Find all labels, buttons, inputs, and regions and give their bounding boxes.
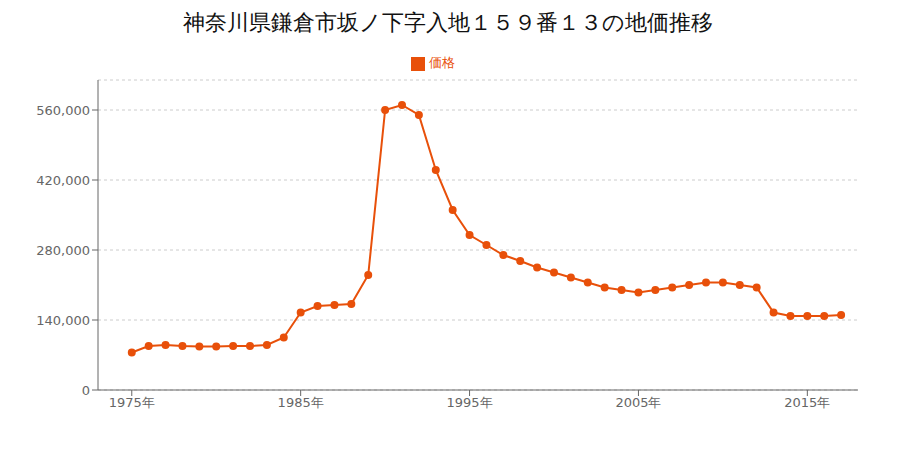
svg-text:1975年: 1975年 — [109, 395, 155, 410]
svg-text:1985年: 1985年 — [278, 395, 324, 410]
svg-text:2005年: 2005年 — [615, 395, 661, 410]
svg-text:1995年: 1995年 — [447, 395, 493, 410]
svg-text:560,000: 560,000 — [36, 103, 90, 118]
svg-text:420,000: 420,000 — [36, 173, 90, 188]
html-text:価格: 価格 — [429, 55, 455, 70]
svg-text:280,000: 280,000 — [36, 243, 90, 258]
html-text:神奈川県鎌倉市坂ノ下字入地１５９番１３の地価推移: 神奈川県鎌倉市坂ノ下字入地１５９番１３の地価推移 — [183, 10, 713, 35]
svg-text:2015年: 2015年 — [784, 395, 830, 410]
svg-text:0: 0 — [82, 383, 90, 398]
svg-text:140,000: 140,000 — [36, 313, 90, 328]
